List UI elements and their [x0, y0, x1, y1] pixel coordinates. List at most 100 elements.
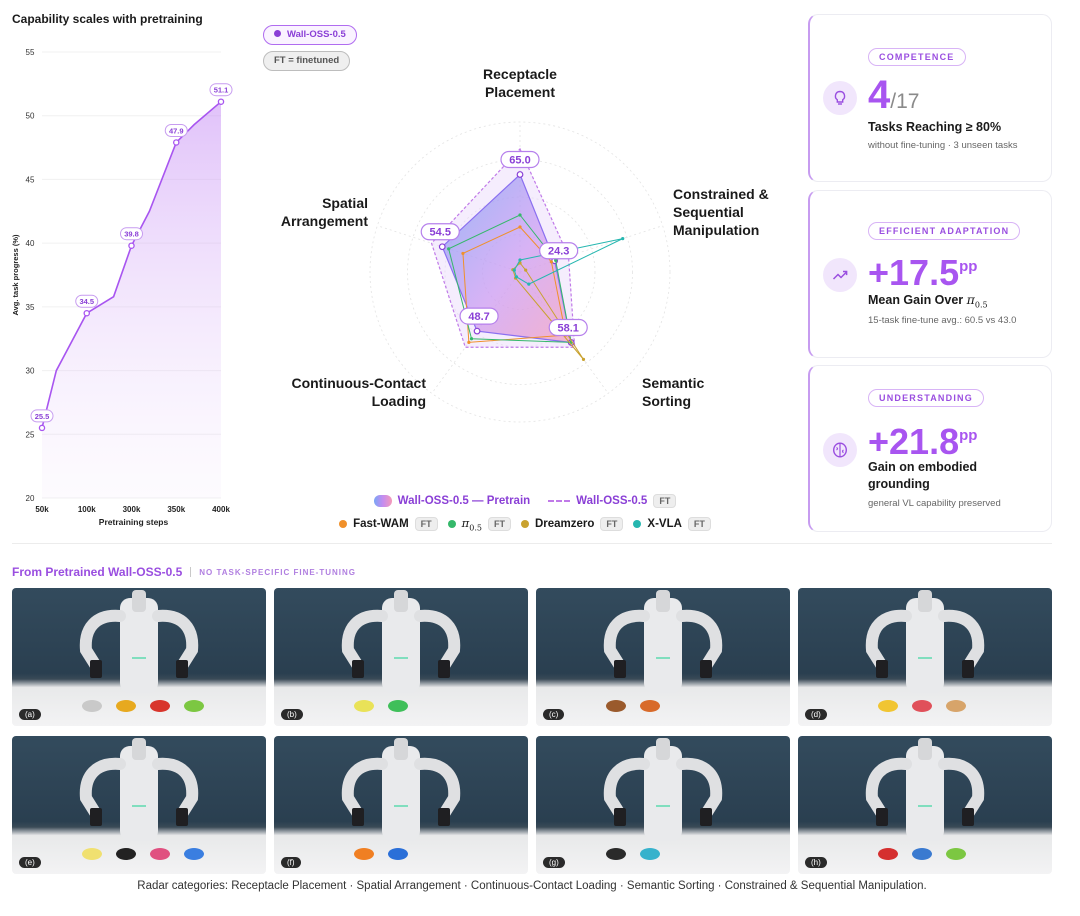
robot-scene — [79, 738, 204, 860]
task-thumbnail: (h) — [798, 736, 1052, 874]
x-tick-label: 400k — [212, 505, 230, 514]
robot-arm-right — [152, 609, 199, 672]
data-label-bg — [120, 227, 143, 241]
thumbnail-label: (d) — [805, 709, 827, 720]
gripper-right — [962, 808, 974, 826]
robot-head — [132, 738, 146, 760]
radar-value-badge — [420, 223, 460, 241]
thumbnail-label: (f) — [281, 857, 301, 868]
competence-tag: COMPETENCE — [868, 48, 966, 66]
robot-head — [656, 590, 670, 612]
radar-point — [581, 357, 586, 361]
gripper-right — [700, 660, 712, 678]
robot-arm-right — [414, 609, 461, 672]
data-label: 39.8 — [124, 230, 139, 239]
legend-row-2: Fast-WAM FT π0.5 FT Dreamzero FT X-VLA F… — [250, 516, 800, 532]
ft-pill: FT = finetuned — [263, 51, 351, 71]
task-thumbnail: (e) — [12, 736, 266, 874]
radar-point — [438, 243, 446, 251]
adaptation-title-pi: π — [966, 292, 975, 307]
line-chart: 20 25 30 35 40 45 50 55 25.5 50k 34.5 100k 39.8 300k 4… — [11, 48, 233, 527]
radar-value-label: 58.1 — [558, 323, 579, 335]
robot-torso — [382, 746, 420, 841]
thumbnail-label: (b) — [281, 709, 303, 720]
robot-torso — [120, 746, 158, 841]
robot-torso — [120, 598, 158, 693]
radar-axis-title-line: Semantic — [642, 375, 704, 391]
radar-point — [518, 213, 522, 217]
task-thumbnail: (b) — [274, 588, 528, 726]
task-thumbnail: (g) — [536, 736, 790, 874]
task-thumbnail: (c) — [536, 588, 790, 726]
scene-object — [354, 848, 374, 860]
x-tick-label: 100k — [78, 505, 96, 514]
trending-up-icon-svg — [832, 270, 848, 280]
radar-value-badge — [548, 318, 588, 337]
scene-object — [116, 700, 136, 712]
legend-xvla: X-VLA FT — [633, 517, 711, 532]
gallery-separator — [190, 567, 192, 577]
robot-scene — [603, 590, 723, 712]
task-thumbnail: (a) — [12, 588, 266, 726]
thumbnail-label: (e) — [19, 857, 41, 868]
legend-ft-tag: FT — [687, 517, 711, 532]
radar-point — [621, 237, 625, 241]
legend-fastwam-dot — [339, 520, 348, 529]
line-point — [172, 139, 180, 146]
x-tick-label: 300k — [123, 505, 141, 514]
legend-ft-tag: FT — [414, 517, 438, 532]
gallery-title: From Pretrained Wall-OSS-0.5 — [12, 565, 183, 579]
radar-series-x-vla — [513, 238, 623, 285]
thumbnail-label: (a) — [19, 709, 41, 720]
radar-point — [514, 275, 519, 279]
scene-object — [878, 848, 898, 860]
lightbulb-icon-svg — [834, 90, 846, 105]
gripper-left — [352, 660, 364, 678]
legend-pi-symbol: π — [461, 516, 470, 530]
gripper-left — [614, 660, 626, 678]
radar-value-badge — [500, 150, 540, 169]
scene-object — [354, 700, 374, 712]
legend-ft-tag: FT — [653, 494, 677, 508]
scene-object — [184, 700, 204, 712]
legend-pi-sub: 0.5 — [469, 523, 482, 533]
understanding-suffix: pp — [959, 427, 978, 444]
legend-pi-label: π0.5 — [462, 516, 482, 532]
robot-torso — [644, 746, 682, 841]
gripper-right — [176, 660, 188, 678]
radar-point — [518, 258, 522, 262]
data-label: 25.5 — [35, 412, 50, 421]
robot-torso — [906, 598, 944, 693]
gripper-left — [876, 660, 888, 678]
data-label-bg — [164, 123, 188, 137]
model-pill: Wall-OSS-0.5 — [263, 25, 357, 45]
gripper-left — [614, 808, 626, 826]
robot-scene — [865, 738, 985, 860]
radar-point — [461, 251, 465, 256]
competence-value: 4/17 — [868, 73, 919, 124]
line-chart-panel: Capability scales with pretraining 20 25 3… — [0, 0, 250, 540]
radar-value-label: 65.0 — [509, 155, 530, 167]
robot-head — [918, 590, 932, 612]
legend-pretrain: Wall-OSS-0.5 — Pretrain — [373, 495, 530, 507]
adaptation-tag: EFFICIENT ADAPTATION — [868, 222, 1021, 240]
robot-head — [918, 738, 932, 760]
scene-object — [912, 848, 932, 860]
radar-grid-ring — [407, 159, 633, 385]
radar-axis-title: Semantic Sorting — [642, 375, 704, 409]
gripper-right — [438, 808, 450, 826]
robot-arm-right — [938, 609, 985, 672]
radar-point — [518, 225, 522, 229]
legend-finetuned-swatch — [548, 500, 571, 502]
legend-xvla-label: X-VLA — [647, 518, 682, 531]
robot-arm-right — [152, 757, 199, 820]
radar-axis-title-line: Manipulation — [673, 222, 759, 238]
model-pill-dot — [274, 30, 281, 37]
radar-point — [549, 260, 553, 264]
radar-axis-title-line: Receptacle — [483, 66, 557, 82]
scene-object — [912, 700, 932, 712]
scene-object — [388, 848, 408, 860]
robot-scene — [79, 590, 204, 712]
figure-caption: Radar categories: Receptacle Placement ·… — [137, 880, 927, 892]
robot-arm-left — [603, 757, 650, 820]
